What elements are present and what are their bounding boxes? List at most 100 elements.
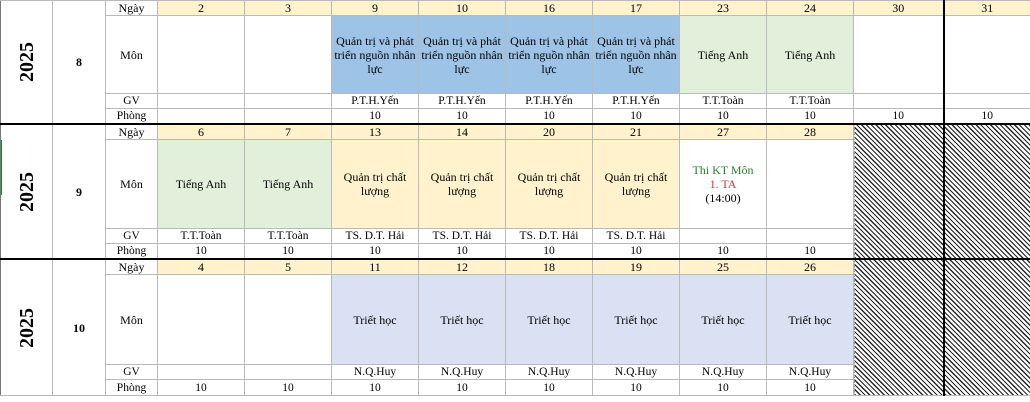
blocked-cell [943,123,1030,260]
teacher-cell [942,93,1030,109]
row-label-day: Ngày [105,0,158,16]
room-cell: 10 [157,379,245,396]
date-cell: 10 [418,0,506,16]
room-cell: 10 [592,108,680,125]
year-cell: 2025 [0,258,53,396]
subject-cell: Tiếng Anh [679,15,767,94]
row-label-room: Phòng [105,243,158,260]
teacher-cell [679,228,767,244]
subject-cell [942,15,1030,94]
month-cell: 10 [52,258,106,396]
year-label: 2025 [15,171,38,212]
teacher-cell: T.T.Toàn [766,93,854,109]
teacher-cell [244,364,332,380]
teacher-cell: TS. D.T. Hải [505,228,593,244]
teacher-cell: N.Q.Huy [679,364,767,380]
subject-cell [157,274,245,365]
row-label-subject: Môn [105,274,158,365]
room-cell: 10 [418,108,506,125]
row-label-teacher: GV [105,364,158,380]
date-cell: 27 [679,123,767,140]
room-cell: 10 [592,243,680,260]
row-label-teacher: GV [105,93,158,109]
teacher-cell: TS. D.T. Hải [331,228,419,244]
subject-cell: Quản trị và phát triển nguồn nhân lực [505,15,593,94]
blocked-cell [853,258,945,396]
date-cell: 6 [157,123,245,140]
subject-cell [157,15,245,94]
subject-cell: Tiếng Anh [244,139,332,229]
exam-line3: (14:00) [705,191,741,205]
teacher-cell: N.Q.Huy [331,364,419,380]
date-cell: 26 [766,258,854,275]
teacher-cell: N.Q.Huy [592,364,680,380]
teacher-cell: P.T.H.Yến [418,93,506,109]
subject-cell: Triết học [505,274,593,365]
room-cell: 10 [505,379,593,396]
subject-cell: Quản trị và phát triển nguồn nhân lực [592,15,680,94]
teacher-cell: N.Q.Huy [766,364,854,380]
date-cell: 23 [679,0,767,16]
row-label-day: Ngày [105,123,158,140]
subject-cell: Quản trị chất lượng [592,139,680,229]
subject-cell: Quản trị và phát triển nguồn nhân lực [418,15,506,94]
subject-cell: Triết học [679,274,767,365]
room-cell: 10 [331,108,419,125]
date-cell: 3 [244,0,332,16]
row-label-teacher: GV [105,228,158,244]
subject-cell: Quản trị chất lượng [505,139,593,229]
teacher-cell: P.T.H.Yến [505,93,593,109]
date-cell: 14 [418,123,506,140]
subject-cell: Triết học [592,274,680,365]
date-cell: 17 [592,0,680,16]
teacher-cell: TS. D.T. Hải [418,228,506,244]
date-cell: 28 [766,123,854,140]
room-cell: 10 [244,379,332,396]
subject-cell [853,15,944,94]
subject-cell [244,274,332,365]
teacher-cell [244,93,332,109]
exam-line2: 1. TA [709,177,737,191]
room-cell: 10 [592,379,680,396]
subject-cell: Quản trị chất lượng [331,139,419,229]
room-cell [244,108,332,125]
room-cell: 10 [331,379,419,396]
room-cell: 10 [766,108,854,125]
subject-cell: Tiếng Anh [157,139,245,229]
date-cell: 24 [766,0,854,16]
year-label: 2025 [15,42,38,82]
date-cell: 21 [592,123,680,140]
date-cell: 31 [942,0,1030,16]
year-label: 2025 [15,307,38,348]
year-cell: 2025 [0,123,53,260]
teacher-cell [766,228,854,244]
teacher-cell: N.Q.Huy [418,364,506,380]
teacher-cell: P.T.H.Yến [592,93,680,109]
teacher-cell [853,93,944,109]
subject-cell: Quản trị và phát triển nguồn nhân lực [331,15,419,94]
subject-cell [766,139,854,229]
room-cell: 10 [505,243,593,260]
date-cell: 11 [331,258,419,275]
date-cell: 13 [331,123,419,140]
teacher-cell: P.T.H.Yến [331,93,419,109]
row-label-day: Ngày [105,258,158,275]
blocked-cell [853,123,945,260]
date-cell: 7 [244,123,332,140]
date-cell: 2 [157,0,245,16]
date-cell: 5 [244,258,332,275]
room-cell: 10 [766,379,854,396]
teacher-cell [157,364,245,380]
subject-cell: Triết học [418,274,506,365]
subject-cell: Quản trị chất lượng [418,139,506,229]
room-cell: 10 [853,108,944,125]
room-cell: 10 [766,243,854,260]
row-label-room: Phòng [105,379,158,396]
room-cell: 10 [679,108,767,125]
date-cell: 12 [418,258,506,275]
date-cell: 30 [853,0,944,16]
year-cell: 2025 [0,0,53,125]
room-cell [157,108,245,125]
room-cell: 10 [157,243,245,260]
